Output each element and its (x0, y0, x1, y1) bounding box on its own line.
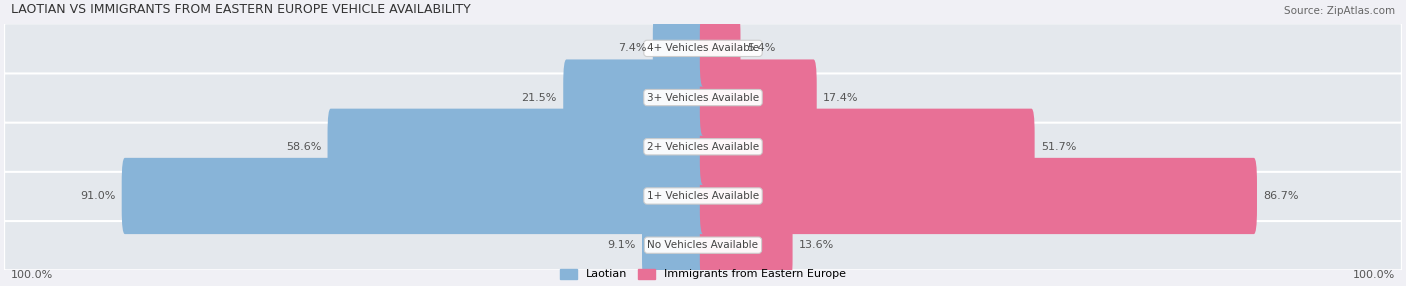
FancyBboxPatch shape (122, 158, 706, 234)
Text: Source: ZipAtlas.com: Source: ZipAtlas.com (1284, 6, 1396, 16)
FancyBboxPatch shape (700, 109, 1035, 185)
FancyBboxPatch shape (4, 220, 1402, 270)
Text: 91.0%: 91.0% (80, 191, 115, 201)
FancyBboxPatch shape (4, 122, 1402, 172)
FancyBboxPatch shape (4, 72, 1402, 123)
Text: 17.4%: 17.4% (823, 93, 859, 103)
Text: No Vehicles Available: No Vehicles Available (648, 240, 758, 250)
Text: 58.6%: 58.6% (285, 142, 321, 152)
Text: 1+ Vehicles Available: 1+ Vehicles Available (647, 191, 759, 201)
Text: 4+ Vehicles Available: 4+ Vehicles Available (647, 43, 759, 53)
Text: 86.7%: 86.7% (1264, 191, 1299, 201)
Text: 21.5%: 21.5% (522, 93, 557, 103)
Legend: Laotian, Immigrants from Eastern Europe: Laotian, Immigrants from Eastern Europe (555, 264, 851, 284)
Text: 9.1%: 9.1% (607, 240, 636, 250)
Text: 13.6%: 13.6% (799, 240, 834, 250)
FancyBboxPatch shape (643, 207, 706, 283)
FancyBboxPatch shape (700, 59, 817, 136)
FancyBboxPatch shape (700, 158, 1257, 234)
FancyBboxPatch shape (700, 207, 793, 283)
FancyBboxPatch shape (4, 23, 1402, 74)
Text: 3+ Vehicles Available: 3+ Vehicles Available (647, 93, 759, 103)
FancyBboxPatch shape (4, 171, 1402, 221)
FancyBboxPatch shape (564, 59, 706, 136)
Text: 2+ Vehicles Available: 2+ Vehicles Available (647, 142, 759, 152)
Text: 51.7%: 51.7% (1040, 142, 1077, 152)
Text: 100.0%: 100.0% (1353, 270, 1396, 280)
Text: LAOTIAN VS IMMIGRANTS FROM EASTERN EUROPE VEHICLE AVAILABILITY: LAOTIAN VS IMMIGRANTS FROM EASTERN EUROP… (10, 3, 470, 16)
Text: 7.4%: 7.4% (619, 43, 647, 53)
Text: 100.0%: 100.0% (10, 270, 53, 280)
FancyBboxPatch shape (700, 10, 741, 86)
FancyBboxPatch shape (652, 10, 706, 86)
FancyBboxPatch shape (328, 109, 706, 185)
Text: 5.4%: 5.4% (747, 43, 775, 53)
